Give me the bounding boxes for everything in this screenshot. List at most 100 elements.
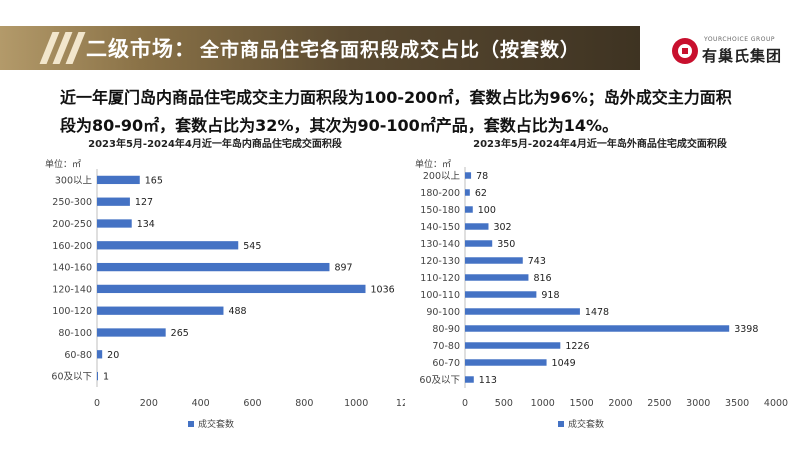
bar — [97, 262, 330, 272]
category-label: 60及以下 — [51, 372, 92, 383]
category-label: 140-150 — [420, 222, 460, 233]
bar — [465, 291, 537, 298]
category-label: 250-300 — [52, 197, 92, 208]
data-label: 816 — [533, 273, 551, 284]
logo-text-en: YOURCHOICE GROUP — [704, 36, 775, 43]
category-label: 100-120 — [52, 306, 92, 317]
x-tick-label: 0 — [462, 398, 468, 409]
summary-line-1: 近一年厦门岛内商品住宅成交主力面积段为100-200㎡，套数占比为96%；岛外成… — [60, 88, 732, 107]
category-label: 180-200 — [420, 188, 460, 199]
bar — [97, 306, 224, 315]
bar — [465, 257, 523, 264]
x-tick-label: 1500 — [570, 398, 594, 409]
category-label: 300以上 — [55, 175, 93, 186]
bar — [465, 359, 547, 366]
data-label: 3398 — [734, 324, 758, 335]
x-tick-label: 800 — [295, 398, 313, 409]
data-label: 743 — [528, 256, 546, 267]
data-label: 1036 — [370, 284, 394, 295]
category-label: 90-100 — [426, 307, 460, 318]
category-label: 70-80 — [432, 341, 460, 352]
data-label: 897 — [334, 263, 352, 274]
x-tick-label: 3500 — [725, 398, 749, 409]
summary-text: 近一年厦门岛内商品住宅成交主力面积段为100-200㎡，套数占比为96%；岛外成… — [60, 84, 780, 140]
bar — [465, 189, 470, 196]
unit-label: 单位：㎡ — [415, 158, 451, 170]
page-title-main: 二级市场： — [86, 37, 196, 61]
legend-label: 成交套数 — [568, 418, 604, 430]
category-label: 60及以下 — [419, 375, 460, 386]
logo-mark-icon — [672, 38, 698, 64]
category-label: 120-130 — [420, 256, 460, 267]
x-tick-label: 400 — [192, 398, 210, 409]
header: 二级市场： 全市商品住宅各面积段成交占比（按套数） YOURCHOICE GROU… — [0, 26, 798, 70]
page-title: 二级市场： 全市商品住宅各面积段成交占比（按套数） — [86, 33, 580, 63]
chart-title: 2023年5月-2024年4月近一年岛内商品住宅成交面积段 — [88, 137, 342, 150]
bar — [465, 325, 730, 332]
x-tick-label: 2500 — [647, 398, 671, 409]
category-label: 130-140 — [420, 239, 460, 250]
data-label: 113 — [479, 375, 497, 386]
legend-swatch — [188, 421, 194, 427]
data-label: 1 — [103, 372, 109, 383]
legend-label: 成交套数 — [198, 418, 234, 430]
x-tick-label: 1000 — [344, 398, 368, 409]
category-label: 120-140 — [52, 284, 92, 295]
category-label: 100-110 — [420, 290, 460, 301]
category-label: 200-250 — [52, 219, 92, 230]
chart-title: 2023年5月-2024年4月近一年岛外商品住宅成交面积段 — [473, 137, 727, 150]
header-band: 二级市场： 全市商品住宅各面积段成交占比（按套数） — [0, 26, 640, 70]
bar — [97, 284, 366, 294]
data-label: 1478 — [585, 307, 609, 318]
bar — [465, 240, 493, 247]
bar — [465, 342, 561, 349]
category-label: 60-80 — [64, 350, 92, 361]
bar — [97, 241, 239, 250]
logo-text-cn: 有巢氏集团 — [702, 47, 783, 65]
data-label: 918 — [541, 290, 559, 301]
bar — [97, 328, 166, 337]
data-label: 302 — [493, 222, 511, 233]
bar — [465, 376, 474, 383]
category-label: 200以上 — [423, 171, 461, 182]
bar — [97, 175, 140, 185]
category-label: 140-160 — [52, 263, 92, 274]
x-tick-label: 1000 — [531, 398, 555, 409]
data-label: 127 — [135, 197, 153, 208]
page-subtitle: 全市商品住宅各面积段成交占比（按套数） — [200, 39, 581, 61]
x-tick-label: 200 — [140, 398, 158, 409]
x-tick-label: 500 — [495, 398, 513, 409]
category-label: 110-120 — [420, 273, 460, 284]
category-label: 80-100 — [58, 328, 92, 339]
category-label: 160-200 — [52, 241, 92, 252]
bar — [465, 172, 472, 179]
data-label: 134 — [137, 219, 155, 230]
bar — [465, 206, 473, 213]
x-tick-label: 2000 — [608, 398, 632, 409]
x-tick-label: 4000 — [764, 398, 788, 409]
data-label: 545 — [243, 241, 261, 252]
x-tick-label: 1200 — [396, 398, 405, 409]
bar — [97, 350, 103, 359]
bar — [97, 371, 98, 381]
company-logo: YOURCHOICE GROUP 有巢氏集团 — [672, 36, 792, 66]
bar — [465, 308, 580, 315]
data-label: 100 — [478, 205, 496, 216]
x-tick-label: 600 — [243, 398, 261, 409]
data-label: 1049 — [552, 358, 576, 369]
legend-swatch — [558, 421, 564, 427]
data-label: 488 — [228, 306, 246, 317]
bar — [97, 219, 132, 228]
summary-line-2: 段为80-90㎡，套数占比为32%，其次为90-100㎡产品，套数占比为14%。 — [60, 116, 619, 135]
bar — [97, 197, 130, 206]
x-tick-label: 0 — [94, 398, 100, 409]
category-label: 80-90 — [432, 324, 460, 335]
data-label: 265 — [171, 328, 189, 339]
data-label: 62 — [475, 188, 487, 199]
data-label: 350 — [497, 239, 515, 250]
unit-label: 单位：㎡ — [45, 158, 81, 170]
bar — [465, 274, 529, 281]
bar — [465, 223, 489, 230]
